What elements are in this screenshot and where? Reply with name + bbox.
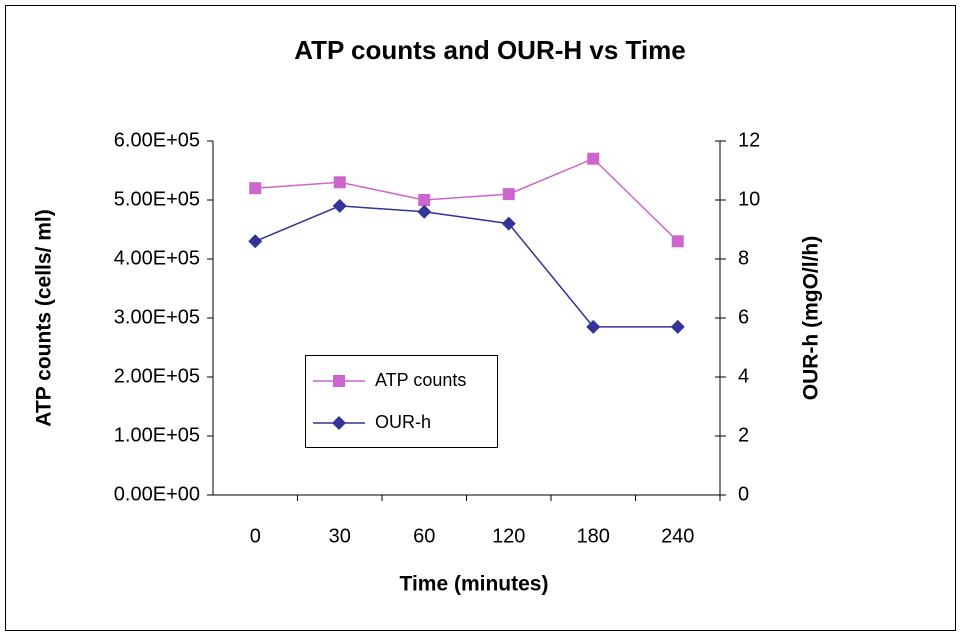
- chart-title: ATP counts and OUR-H vs Time: [294, 35, 686, 65]
- y2-tick-label: 4: [738, 365, 749, 387]
- y-tick-label: 4.00E+05: [114, 247, 200, 269]
- marker: [333, 176, 346, 189]
- y2-tick-label: 12: [738, 129, 760, 151]
- y2-tick-label: 6: [738, 306, 749, 328]
- marker: [587, 152, 600, 165]
- y-tick-label: 5.00E+05: [114, 188, 200, 210]
- marker: [586, 319, 601, 334]
- marker: [502, 188, 515, 201]
- x-tick-label: 30: [329, 525, 351, 547]
- legend: [305, 355, 498, 448]
- marker: [332, 198, 347, 213]
- marker: [501, 216, 516, 231]
- x-tick-label: 120: [492, 525, 525, 547]
- marker: [670, 319, 685, 334]
- legend-label: OUR-h: [375, 412, 431, 432]
- x-tick-label: 0: [250, 525, 261, 547]
- marker: [418, 194, 431, 206]
- y-axis-title: ATP counts (cells/ ml): [33, 209, 56, 426]
- marker: [671, 235, 684, 248]
- marker: [333, 375, 345, 387]
- series-line: [254, 205, 678, 328]
- marker: [249, 182, 262, 195]
- y2-tick-label: 10: [738, 188, 760, 210]
- legend-label: ATP counts: [375, 370, 466, 390]
- x-tick-label: 240: [661, 525, 694, 547]
- marker: [332, 416, 346, 430]
- y-tick-label: 6.00E+05: [114, 129, 200, 151]
- series-line: [255, 157, 679, 242]
- chart-border: [5, 5, 956, 631]
- y2-tick-label: 0: [738, 483, 749, 505]
- y2-tick-label: 2: [738, 424, 749, 446]
- x-tick-label: 180: [577, 525, 610, 547]
- x-tick-label: 60: [413, 525, 435, 547]
- y2-tick-label: 8: [738, 247, 749, 269]
- marker: [417, 204, 432, 219]
- y-tick-label: 2.00E+05: [114, 365, 200, 387]
- y-tick-label: 1.00E+05: [114, 424, 200, 446]
- x-axis-title: Time (minutes): [400, 573, 549, 596]
- marker: [248, 234, 263, 249]
- y2-axis-title: OUR-h (mgO/l/h): [800, 236, 823, 400]
- y-tick-label: 3.00E+05: [114, 306, 200, 328]
- y-tick-label: 0.00E+00: [114, 483, 200, 505]
